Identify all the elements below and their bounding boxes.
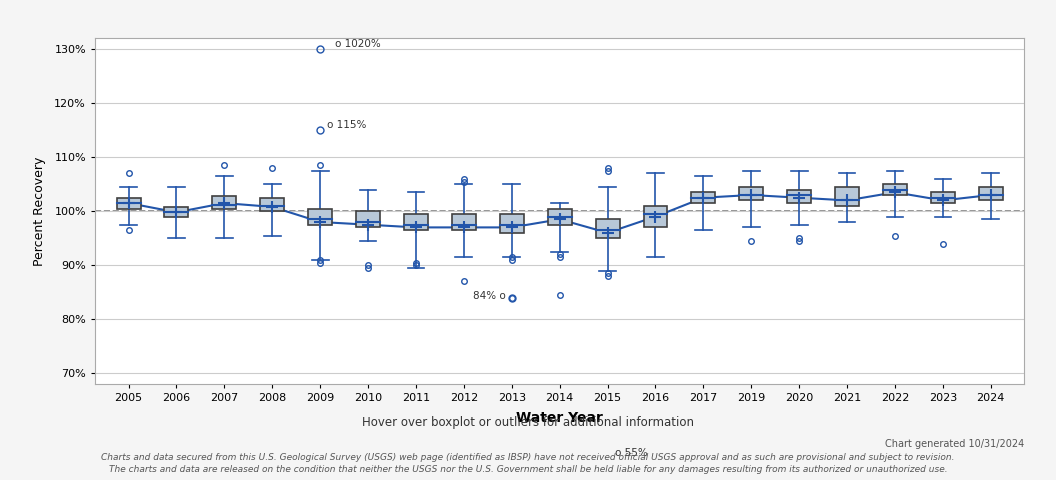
Text: The charts and data are released on the condition that neither the USGS nor the : The charts and data are released on the … xyxy=(109,465,947,474)
Text: o 115%: o 115% xyxy=(327,120,366,130)
FancyBboxPatch shape xyxy=(548,208,571,225)
X-axis label: Water Year: Water Year xyxy=(516,411,603,425)
FancyBboxPatch shape xyxy=(739,187,763,201)
FancyBboxPatch shape xyxy=(212,196,237,208)
FancyBboxPatch shape xyxy=(356,211,380,228)
Text: Hover over boxplot or outliers for additional information: Hover over boxplot or outliers for addit… xyxy=(362,416,694,429)
Text: Charts and data secured from this U.S. Geological Survey (USGS) web page (identi: Charts and data secured from this U.S. G… xyxy=(101,453,955,462)
FancyBboxPatch shape xyxy=(883,184,907,195)
FancyBboxPatch shape xyxy=(643,206,667,228)
FancyBboxPatch shape xyxy=(692,192,715,203)
Text: o 1020%: o 1020% xyxy=(335,38,380,48)
FancyBboxPatch shape xyxy=(499,214,524,233)
Text: 84% o: 84% o xyxy=(473,291,506,301)
Text: o 55%: o 55% xyxy=(615,448,647,458)
FancyBboxPatch shape xyxy=(835,187,860,206)
FancyBboxPatch shape xyxy=(308,208,333,225)
FancyBboxPatch shape xyxy=(787,190,811,203)
FancyBboxPatch shape xyxy=(931,192,955,203)
FancyBboxPatch shape xyxy=(165,207,188,216)
FancyBboxPatch shape xyxy=(116,198,140,208)
FancyBboxPatch shape xyxy=(452,214,476,230)
Y-axis label: Percent Recovery: Percent Recovery xyxy=(33,156,45,266)
FancyBboxPatch shape xyxy=(404,214,428,230)
Text: Chart generated 10/31/2024: Chart generated 10/31/2024 xyxy=(885,439,1024,449)
FancyBboxPatch shape xyxy=(260,198,284,211)
FancyBboxPatch shape xyxy=(979,187,1003,201)
FancyBboxPatch shape xyxy=(596,219,620,238)
